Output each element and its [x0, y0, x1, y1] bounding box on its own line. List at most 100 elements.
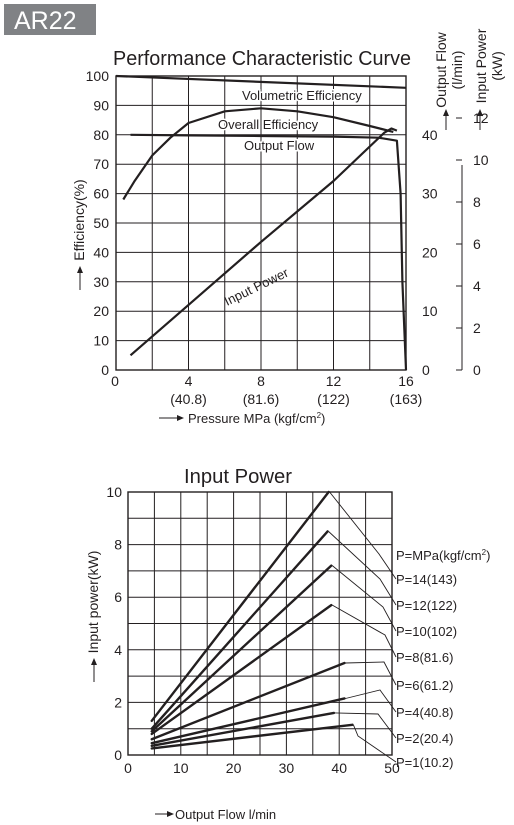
- chart2-y-tick-label: 10: [106, 484, 122, 500]
- chart1-x-tick-label: 8: [257, 373, 265, 389]
- chart2-xlabel-arrow-icon: [167, 811, 174, 817]
- chart1-y3label-line1: Input Power: [473, 28, 489, 103]
- chart1-y3-tick-label: 6: [473, 236, 481, 252]
- chart2-legend-title-superscript: 2: [482, 548, 487, 557]
- chart1-plot-frame: [115, 75, 407, 371]
- chart2-y-tick-label: 2: [114, 694, 122, 710]
- chart2-leader-line: [332, 604, 397, 658]
- chart2-leader-line: [329, 491, 397, 580]
- chart2-series-label: P=8(81.6): [396, 650, 453, 665]
- chart1-y3-tick-label: 0: [473, 362, 481, 378]
- chart2-series-line: [150, 723, 354, 750]
- chart2-leader-line: [352, 724, 397, 763]
- chart2-x-tick-label: 40: [331, 760, 347, 776]
- chart2-series-label: P=14(143): [396, 572, 457, 587]
- chart2-y-tick-label: 0: [114, 747, 122, 763]
- chart1-series-line: [122, 107, 394, 201]
- chart1-y2-tick-label: 20: [422, 244, 438, 260]
- chart2-leader-line: [328, 531, 397, 606]
- chart1-y2-tick-label: 10: [422, 303, 438, 319]
- chart1-y2label-line1: Output Flow: [433, 31, 449, 107]
- chart2-series-line: [150, 661, 346, 741]
- chart2-series-line: [150, 490, 330, 723]
- chart2-x-tick-label: 10: [173, 760, 189, 776]
- chart2-leader-line: [345, 661, 397, 686]
- chart2-legend-title: P=MPa(kgf/cm2): [396, 548, 490, 563]
- chart1-series-line: [129, 127, 398, 357]
- chart1-series-label: Output Flow: [244, 138, 315, 153]
- chart1-x-tick-sublabel: (163): [390, 391, 423, 407]
- chart1-x-tick-label: 12: [326, 373, 342, 389]
- chart1-y-tick-label: 40: [93, 244, 109, 260]
- chart1-y3-tick-label: 8: [473, 194, 481, 210]
- chart2-legend-title-part: ): [486, 548, 490, 563]
- chart1-x-tick-sublabel: (81.6): [243, 391, 280, 407]
- chart1-y3-tick-label: 4: [473, 278, 481, 294]
- chart2-series-label: P=2(20.4): [396, 731, 453, 746]
- chart1-ylabel-arrow-icon: [77, 266, 83, 273]
- chart1-y-tick-label: 10: [93, 333, 109, 349]
- chart1-y-tick-label: 70: [93, 156, 109, 172]
- chart2-series-line: [150, 603, 333, 736]
- chart1-y-tick-label: 20: [93, 303, 109, 319]
- chart1-x-tick-sublabel: (40.8): [170, 391, 207, 407]
- chart2-ylabel: Input power(kW): [85, 551, 101, 654]
- chart2-series-label: P=4(40.8): [396, 705, 453, 720]
- chart2-x-tick-label: 30: [279, 760, 295, 776]
- chart1-y-tick-label: 0: [101, 362, 109, 378]
- chart2-legend-title-part: P=MPa(kgf/cm: [396, 548, 482, 563]
- chart1-x-tick-label: 4: [185, 373, 193, 389]
- chart1-series-line: [115, 74, 407, 89]
- chart1-ylabel: Efficiency(%): [71, 179, 87, 260]
- chart1-y3-tick-label: 10: [473, 152, 489, 168]
- chart1-y-tick-label: 60: [93, 186, 109, 202]
- chart2-series-line: [150, 564, 333, 733]
- chart1-xlabel-arrow-icon: [177, 415, 184, 421]
- chart2-title: Input Power: [184, 466, 292, 488]
- chart1-y-tick-label: 50: [93, 215, 109, 231]
- chart2-leader-line: [345, 689, 397, 713]
- chart1-y3label-arrow-icon: [477, 109, 483, 116]
- chart1-x-tick-label: 0: [111, 373, 119, 389]
- chart2-x-tick-label: 0: [124, 760, 132, 776]
- chart1-xlabel: Pressure MPa (kgf/cm2): [188, 411, 325, 426]
- chart2-y-tick-label: 4: [114, 642, 122, 658]
- chart2-series-label: P=6(61.2): [396, 678, 453, 693]
- chart1-y2label-line2: (l/min): [449, 51, 465, 90]
- chart1-x-tick-label: 16: [398, 373, 414, 389]
- chart2-series-line: [150, 697, 346, 745]
- chart2-x-tick-label: 20: [226, 760, 242, 776]
- chart1-series-label: Volumetric Efficiency: [242, 88, 362, 103]
- chart2-x-tick-label: 50: [384, 760, 400, 776]
- chart1-y2-tick-label: 30: [422, 186, 438, 202]
- model-badge: AR22: [4, 4, 96, 35]
- chart1-y3-tick-label: 12: [473, 110, 489, 126]
- chart1-xlabel-superscript: 2: [317, 411, 322, 420]
- chart1-y2-tick-label: 0: [422, 362, 430, 378]
- chart1-y2-tick-label: 40: [422, 127, 438, 143]
- chart1-y-tick-label: 30: [93, 274, 109, 290]
- chart2-leader-line: [332, 565, 397, 632]
- chart1-series-label: Overall Efficiency: [218, 117, 319, 132]
- chart2-y-tick-label: 8: [114, 537, 122, 553]
- chart1-x-tick-sublabel: (122): [317, 391, 350, 407]
- chart2-y-tick-label: 6: [114, 589, 122, 605]
- chart2-series-label: P=12(122): [396, 598, 457, 613]
- chart2-series-line: [150, 711, 336, 747]
- chart1-y-tick-label: 100: [86, 68, 110, 84]
- chart1-y-tick-label: 90: [93, 97, 109, 113]
- chart1-y2label-arrow-icon: [443, 109, 449, 116]
- chart1-title: Performance Characteristic Curve: [113, 48, 411, 70]
- chart2-series-label: P=1(10.2): [396, 755, 453, 770]
- chart2-ylabel-arrow-icon: [91, 658, 97, 665]
- chart1-y3label-line2: (kW): [489, 51, 505, 81]
- chart1-y3-tick-label: 2: [473, 320, 481, 336]
- performance-characteristic-chart: Performance Characteristic Curve01020304…: [71, 28, 505, 426]
- chart2-series-label: P=10(102): [396, 624, 457, 639]
- chart2-series-line: [150, 530, 329, 730]
- chart1-xlabel-part: ): [321, 411, 325, 426]
- chart1-xlabel-part: Pressure MPa (kgf/cm: [188, 411, 317, 426]
- chart1-y-tick-label: 80: [93, 127, 109, 143]
- chart2-xlabel: Output Flow l/min: [175, 807, 276, 822]
